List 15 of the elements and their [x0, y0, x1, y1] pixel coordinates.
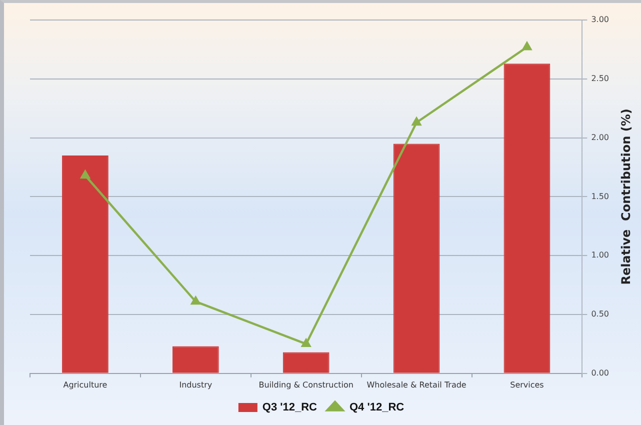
y-tick-label: 0.00: [591, 368, 609, 378]
y-tick-label: 0.50: [591, 310, 609, 319]
y-tick-label: 2.00: [591, 132, 609, 142]
x-tick-label: Services: [510, 380, 544, 390]
x-tick-label: Agriculture: [63, 380, 108, 390]
legend-label: Q3 '12_RC: [262, 402, 318, 414]
y-tick-label: 1.00: [591, 250, 609, 260]
y-tick-label: 1.50: [591, 192, 609, 201]
legend-label: Q4 '12_RC: [350, 402, 404, 414]
x-tick-label: Industry: [179, 380, 212, 390]
y-axis-title: Relative Contribution (%): [619, 108, 634, 285]
x-tick-label: Building & Construction: [258, 380, 354, 390]
x-tick-label: Wholesale & Retail Trade: [366, 380, 466, 390]
y-tick-label: 3.00: [591, 15, 609, 24]
y-tick-label: 2.50: [591, 74, 609, 83]
